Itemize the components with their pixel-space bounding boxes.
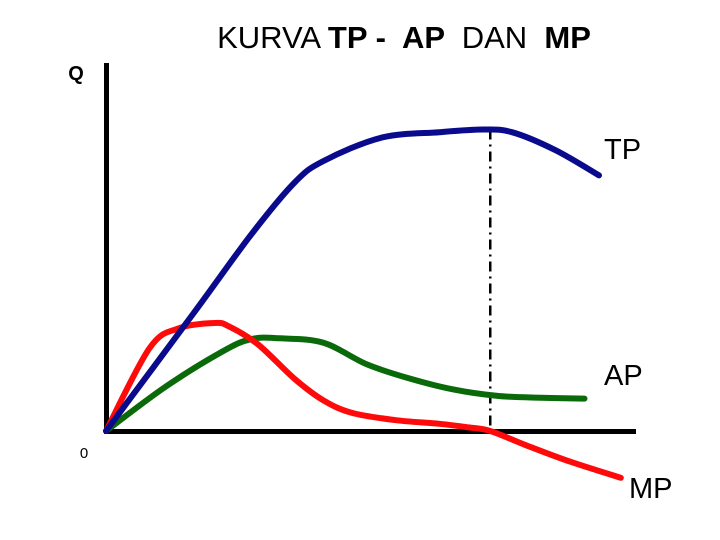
chart-title: KURVA TP - AP DAN MP (217, 20, 591, 55)
chart-title-part: TP - AP (328, 20, 453, 55)
chart-title-part: DAN (453, 20, 536, 55)
series-layer (103, 126, 624, 481)
ap-curve (103, 334, 588, 434)
mp-curve (103, 319, 624, 481)
mp-curve-label: MP (629, 473, 673, 505)
chart-title-part: MP (536, 20, 591, 55)
tp-curve-label: TP (604, 134, 641, 166)
ap-curve-label: AP (604, 360, 643, 392)
chart-title-part: KURVA (217, 20, 328, 55)
y-axis-label: Q (68, 63, 84, 85)
tp-curve (103, 126, 602, 434)
origin-label: 0 (80, 445, 88, 462)
